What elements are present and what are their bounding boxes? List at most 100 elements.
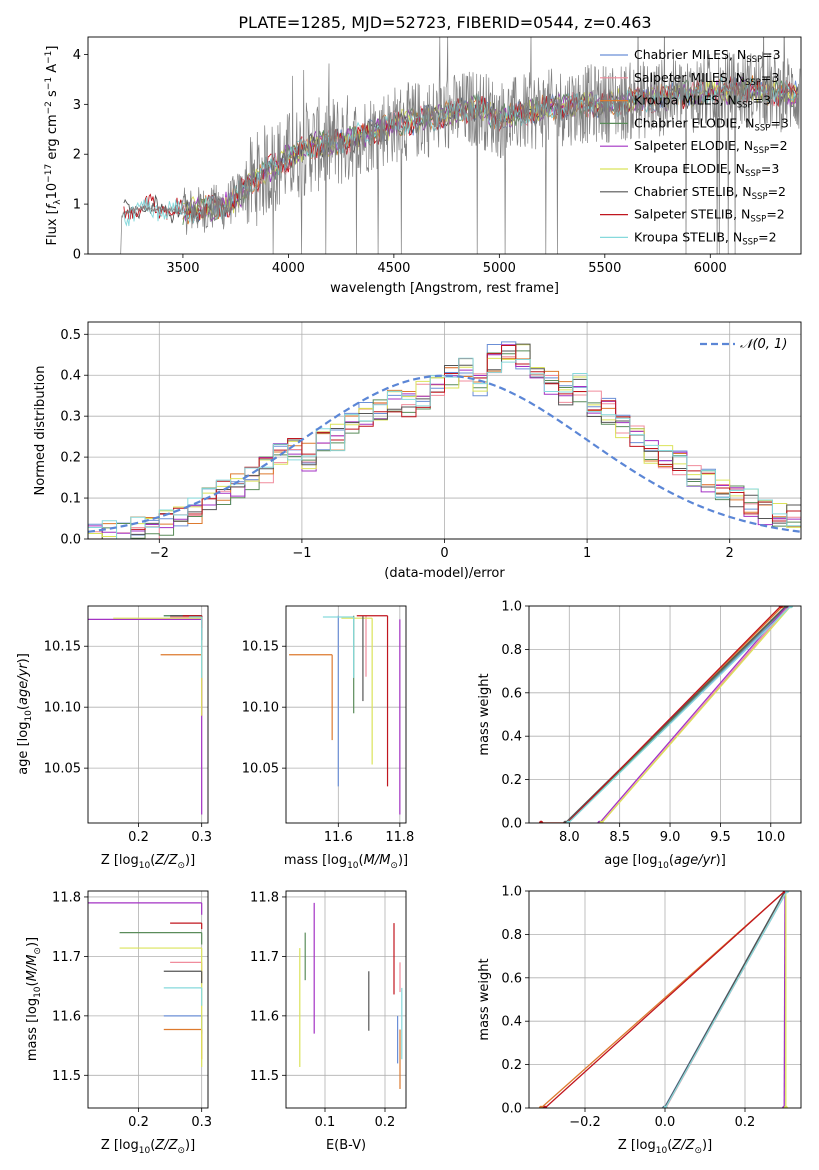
- legend-entry: Chabrier STELIB, NSSP=2: [634, 184, 786, 202]
- legend-text: Chabrier MILES, N: [634, 47, 746, 62]
- axis-label-part: 10: [33, 986, 43, 998]
- y-axis-label: mass weight: [477, 673, 492, 755]
- axis-label-part: Z [log: [101, 853, 139, 868]
- panel-residuals: −2 −1 0 1 2 0.0 0.1 0.2 0.3 0.4 0.5 (data-model)/er…: [33, 321, 802, 581]
- axis-label-part: mass [log: [25, 998, 40, 1061]
- legend-entry: Chabrier MILES, NSSP=3: [634, 47, 781, 65]
- y-axis-label: mass [log10(M/M⊙)]: [25, 937, 43, 1061]
- x-tick-label: 3500: [166, 261, 199, 276]
- mass-weight-point: [788, 606, 794, 609]
- axis-label-part: )]: [398, 853, 408, 868]
- mass-weight-point: [538, 1105, 544, 1108]
- y-tick-label: 11.5: [52, 1069, 81, 1084]
- x-tick-label: 0.3: [191, 1115, 212, 1130]
- x-tick-label: 0.3: [191, 830, 212, 845]
- axis-label-part: mass [log: [284, 853, 347, 868]
- y-axis-label-part: −1: [44, 77, 54, 90]
- x-tick-label: 9.0: [660, 830, 681, 845]
- plot-area: [299, 902, 403, 1089]
- y-tick-label: 0.0: [60, 533, 81, 548]
- x-tick-label: 10.0: [756, 830, 785, 845]
- mass-weight-line: [566, 606, 788, 823]
- residual-histogram: [88, 343, 801, 539]
- x-tick-label: 9.5: [710, 830, 731, 845]
- y-tick-label: 0.8: [501, 643, 522, 658]
- y-tick-label: 11.7: [52, 950, 81, 965]
- x-tick-label: 0.2: [375, 1115, 396, 1130]
- plot-frame: [285, 605, 407, 824]
- x-tick-label: 0.2: [735, 1115, 756, 1130]
- plot-frame: [528, 605, 802, 824]
- legend-value: =3: [770, 115, 788, 130]
- axis-label-part: )]: [185, 1138, 195, 1153]
- x-axis-label: Z [log10(Z/Z⊙)]: [618, 1138, 712, 1156]
- plot-area: [88, 341, 801, 539]
- axis-label-part: Z/Z: [154, 1138, 178, 1153]
- legend-text: Chabrier STELIB, N: [634, 184, 752, 199]
- x-tick-label: 0.1: [315, 1115, 336, 1130]
- y-tick-label: 1.0: [501, 600, 522, 615]
- mass-weight-point: [542, 1105, 548, 1108]
- axis-label-part: age [log: [16, 722, 31, 775]
- plot-area: [538, 606, 794, 823]
- mass-weight-line: [601, 606, 792, 823]
- x-axis-label: Z [log10(Z/Z⊙)]: [101, 853, 195, 871]
- axis-label-part: ⊙: [177, 1146, 185, 1156]
- plot-area: [289, 615, 401, 815]
- y-tick-label: 0.4: [501, 1015, 522, 1030]
- x-tick-label: 4000: [272, 261, 305, 276]
- mass-weight-line: [664, 891, 788, 1108]
- y-tick-label: 0.8: [501, 928, 522, 943]
- axis-label-part: ⊙: [694, 1146, 702, 1156]
- y-axis-label-part: A: [45, 64, 60, 77]
- legend-text: Chabrier ELODIE, N: [634, 115, 754, 130]
- y-axis-label-part: λ: [53, 199, 63, 205]
- axis-label-part: 10: [139, 1146, 151, 1156]
- x-tick-label: 0.2: [128, 1115, 149, 1130]
- mass-weight-line: [564, 606, 787, 823]
- residual-histogram: [88, 357, 801, 539]
- axis-label-part: age/yr: [16, 662, 31, 705]
- panel-massweight_vs_age: 8.0 8.5 9.0 9.5 10.0 0.0 0.2 0.4 0.6 0.8 1.0 mass w…: [477, 600, 802, 871]
- y-tick-label: 0.6: [501, 971, 522, 986]
- x-axis-label: age [log10(age/yr)]: [604, 853, 726, 871]
- axis-label-part: Z [log: [101, 1138, 139, 1153]
- y-tick-label: 0.2: [501, 773, 522, 788]
- axis-label-part: )]: [25, 937, 40, 947]
- axis-label-part: age [log: [604, 853, 657, 868]
- legend-text: Salpeter STELIB, N: [634, 207, 750, 222]
- legend-value: =2: [758, 229, 776, 244]
- y-tick-label: 11.6: [52, 1009, 81, 1024]
- y-tick-label: 10.15: [242, 640, 279, 655]
- x-axis-label: Z [log10(Z/Z⊙)]: [101, 1138, 195, 1156]
- legend-value: =2: [768, 184, 786, 199]
- y-axis-label: Normed distribution: [33, 366, 48, 496]
- legend-sub: SSP: [752, 192, 768, 202]
- legend-sub: SSP: [737, 101, 753, 111]
- y-axis-label-part: s: [45, 90, 60, 101]
- x-axis-label: (data-model)/error: [384, 566, 505, 581]
- legend-sub: SSP: [754, 123, 770, 133]
- mass-weight-point: [538, 820, 544, 823]
- y-axis-label: mass weight: [477, 958, 492, 1040]
- axis-label-part: 10: [656, 1146, 668, 1156]
- legend-entry: Kroupa MILES, NSSP=3: [634, 93, 771, 111]
- legend-entry: Chabrier ELODIE, NSSP=3: [634, 115, 789, 133]
- y-tick-label: 11.5: [250, 1069, 279, 1084]
- x-tick-label: 0: [440, 546, 448, 561]
- legend-entry: Salpeter MILES, NSSP=3: [634, 70, 779, 88]
- legend-text: Salpeter MILES, N: [634, 70, 745, 85]
- plot-frame: [87, 36, 802, 255]
- axis-label-part: ⊙: [390, 861, 398, 871]
- plot-area: [538, 891, 790, 1108]
- axis-label-part: (: [150, 1138, 155, 1153]
- legend-value: =3: [762, 47, 780, 62]
- x-axis-label: wavelength [Angstrom, rest frame]: [330, 281, 559, 296]
- legend-entry: 𝒩(0, 1): [740, 337, 787, 352]
- x-tick-label: 8.5: [609, 830, 630, 845]
- axis-label-part: (: [150, 853, 155, 868]
- x-tick-label: 5000: [483, 261, 516, 276]
- mass-weight-line: [599, 606, 788, 823]
- axis-label-part: 10: [24, 710, 34, 722]
